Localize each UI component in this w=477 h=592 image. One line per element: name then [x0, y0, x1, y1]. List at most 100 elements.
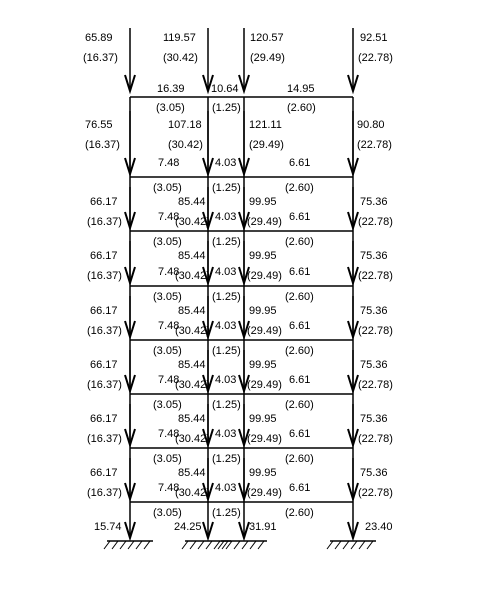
column-load-value: 99.95: [249, 250, 277, 262]
arrow-head: [347, 320, 359, 341]
beam-load-value: 6.61: [289, 157, 310, 169]
beam-load-value: 7.48: [158, 428, 179, 440]
column-load-value: 75.36: [360, 305, 388, 317]
arrow-head: [238, 211, 250, 232]
column-load-secondary: (30.42): [175, 487, 210, 499]
column-load-secondary: (22.78): [358, 433, 393, 445]
column-load-secondary: (22.78): [358, 216, 393, 228]
beam-load-value: 6.61: [289, 482, 310, 494]
column-load-secondary: (16.37): [87, 325, 122, 337]
beam-load-secondary: (2.60): [285, 399, 314, 411]
ground-hatch: [119, 540, 127, 550]
ground-hatch: [249, 540, 257, 550]
arrow-head: [124, 157, 136, 178]
ground-hatch: [103, 540, 111, 550]
column-load-secondary: (29.49): [249, 139, 284, 151]
column-load-secondary: (16.37): [85, 139, 120, 151]
arrow-head: [124, 266, 136, 287]
beam-load-value: 6.61: [289, 211, 310, 223]
ground-hatch: [233, 540, 241, 550]
column-load-secondary: (29.49): [247, 379, 282, 391]
arrow-head: [124, 428, 136, 449]
arrow-head: [202, 157, 214, 178]
beam-load-value: 4.03: [215, 482, 236, 494]
arrow-head: [202, 428, 214, 449]
column-load-value: 99.95: [249, 413, 277, 425]
arrow-head: [202, 211, 214, 232]
beam-load-secondary: (1.25): [212, 291, 241, 303]
ground-hatch: [350, 540, 358, 550]
ground-hatch: [326, 540, 334, 550]
column-load-value: 66.17: [90, 359, 118, 371]
column-load-secondary: (22.78): [358, 270, 393, 282]
arrow-head: [347, 211, 359, 232]
beam-load-secondary: (3.05): [153, 507, 182, 519]
ground-hatch: [221, 540, 229, 550]
beam-load-secondary: (3.05): [156, 102, 185, 114]
arrow-head: [347, 428, 359, 449]
column-load-secondary: (16.37): [87, 433, 122, 445]
ground-hatch: [366, 540, 374, 550]
column-load-value: 107.18: [168, 119, 202, 131]
beam-load-secondary: (2.60): [285, 236, 314, 248]
beam-load-secondary: (3.05): [153, 182, 182, 194]
column-load-value: 99.95: [249, 305, 277, 317]
reaction-value: 15.74: [94, 521, 122, 533]
column-load-secondary: (22.78): [358, 487, 393, 499]
ground-hatch: [127, 540, 135, 550]
ground-hatch: [225, 540, 233, 550]
arrow-head: [347, 482, 359, 503]
column-load-value: 99.95: [249, 467, 277, 479]
column-load-value: 85.44: [178, 305, 206, 317]
ground-hatch: [143, 540, 151, 550]
beam-load-value: 7.48: [158, 482, 179, 494]
arrow-head: [124, 521, 136, 542]
top-load-value: 120.57: [250, 32, 284, 44]
ground-hatch: [205, 540, 213, 550]
ground-hatch: [189, 540, 197, 550]
ground-hatch: [257, 540, 265, 550]
column-load-value: 75.36: [360, 196, 388, 208]
column-load-value: 99.95: [249, 196, 277, 208]
beam-load-value: 7.48: [158, 320, 179, 332]
top-load-value: 65.89: [85, 32, 113, 44]
column-load-value: 75.36: [360, 250, 388, 262]
column-load-value: 76.55: [85, 119, 113, 131]
column-load-value: 66.17: [90, 467, 118, 479]
top-load-secondary: (29.49): [250, 52, 285, 64]
column-load-secondary: (29.49): [247, 270, 282, 282]
beam-load-value: 7.48: [158, 211, 179, 223]
column-load-secondary: (16.37): [87, 270, 122, 282]
column-load-secondary: (22.78): [357, 139, 392, 151]
arrow-head: [124, 374, 136, 395]
ground-hatch: [181, 540, 189, 550]
arrow-head: [238, 157, 250, 178]
column-load-secondary: (16.37): [87, 216, 122, 228]
column-load-value: 75.36: [360, 413, 388, 425]
top-load-secondary: (22.78): [358, 52, 393, 64]
column-load-value: 85.44: [178, 413, 206, 425]
arrow-head: [238, 74, 250, 95]
beam-load-secondary: (2.60): [285, 345, 314, 357]
beam-load-secondary: (2.60): [285, 507, 314, 519]
column-load-value: 66.17: [90, 305, 118, 317]
ground-hatch: [241, 540, 249, 550]
beam-load-value: 6.61: [289, 320, 310, 332]
column-load-secondary: (22.78): [358, 325, 393, 337]
column-load-value: 85.44: [178, 359, 206, 371]
arrow-head: [124, 482, 136, 503]
column-load-value: 85.44: [178, 467, 206, 479]
beam-load-secondary: (2.60): [285, 291, 314, 303]
arrow-head: [238, 482, 250, 503]
arrow-head: [238, 320, 250, 341]
arrow-head: [124, 320, 136, 341]
arrow-head: [202, 374, 214, 395]
beam-load-secondary: (3.05): [153, 345, 182, 357]
beam-load-value: 16.39: [157, 83, 185, 95]
arrow-head: [238, 428, 250, 449]
arrow-head: [124, 211, 136, 232]
beam-load-value: 10.64: [211, 83, 239, 95]
beam-load-secondary: (2.60): [287, 102, 316, 114]
column-load-value: 75.36: [360, 359, 388, 371]
